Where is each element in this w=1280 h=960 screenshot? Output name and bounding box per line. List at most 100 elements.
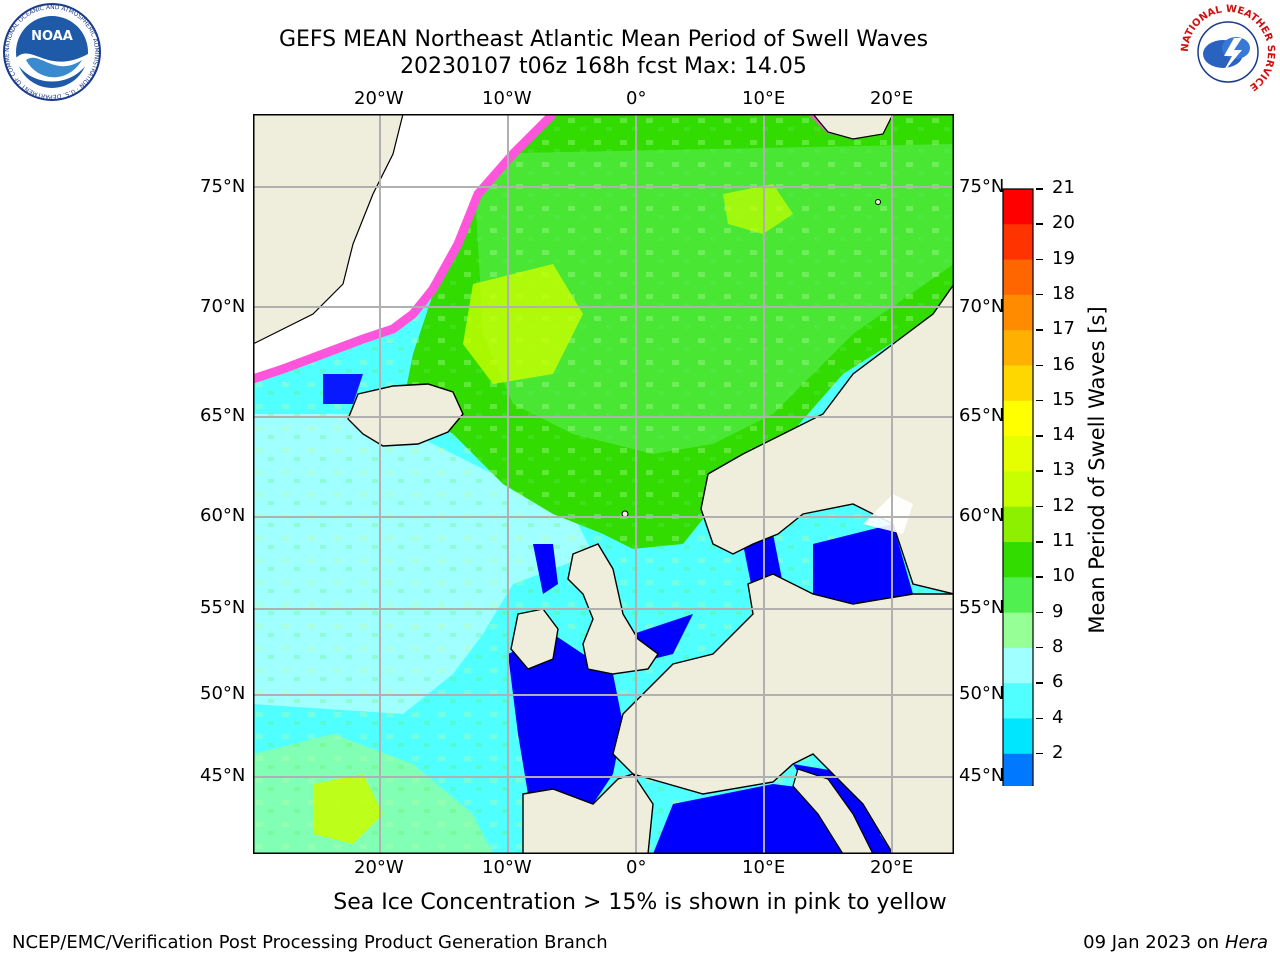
colorbar-tick-mark [1036,470,1043,472]
colorbar-bin [1003,577,1033,614]
credit-text: NCEP/EMC/Verification Post Processing Pr… [12,932,608,953]
colorbar-bin [1003,471,1033,508]
noaa-logo: NATIONAL OCEANIC AND ATMOSPHERIC ADMINIS… [2,2,101,101]
colorbar-tick-label: 4 [1052,706,1064,728]
colorbar-bin [1003,259,1033,296]
greenland-land [253,114,404,345]
iberia-land [522,773,654,854]
colorbar-tick-mark [1036,399,1043,402]
colorbar-tick-mark [1036,717,1043,719]
colorbar-tick-label: 10 [1052,565,1075,587]
colorbar-tick-label: 8 [1052,635,1064,657]
colorbar-bin [1003,436,1033,472]
colorbar-bin [1003,753,1033,786]
colorbar-tick-label: 17 [1052,318,1075,340]
colorbar-tick-mark [1036,576,1043,578]
lat-label-right-55n: 55°N [959,597,1005,618]
colorbar-tick-mark [1036,752,1043,755]
lat-label-left-60n: 60°N [200,505,246,526]
colorbar-tick-mark [1036,188,1043,190]
colorbar-bin [1003,294,1033,331]
italy-land [792,768,874,854]
lon-label-bottom-20w: 20°W [354,857,404,878]
colorbar-bin [1003,189,1033,225]
colorbar-bin [1003,542,1033,578]
lon-label-bottom-20e: 20°E [870,857,914,878]
lat-label-right-45n: 45°N [959,765,1005,786]
lat-label-left-65n: 65°N [200,405,246,426]
nws-logo: NATIONAL WEATHER SERVICE [1180,4,1276,100]
colorbar-label: Mean Period of Swell Waves [s] [1085,306,1109,634]
map-frame [253,114,954,854]
colorbar-tick-label: 9 [1052,600,1064,622]
iceland-land [347,383,464,447]
colorbar-tick-mark [1036,364,1043,366]
colorbar-tick-label: 2 [1052,741,1064,763]
colorbar-tick-label: 11 [1052,530,1075,551]
lat-label-left-70n: 70°N [200,296,246,317]
colorbar-bin [1003,330,1033,366]
colorbar-tick-label: 20 [1052,212,1075,234]
map-panel [253,114,954,854]
lon-label-top-0: 0° [626,88,647,109]
lon-label-top-20e: 20°E [870,88,914,109]
date-text: 09 Jan 2023 on Hera [1083,932,1268,953]
colorbar-tick-label: 18 [1052,282,1075,304]
colorbar-tick-label: 15 [1052,388,1075,410]
ocean-yellow-green-patch [463,264,583,384]
colorbar [1002,188,1034,786]
bay-of-biscay-blue-zone [508,634,623,804]
colorbar-tick-mark [1036,541,1043,543]
svalbard-land [812,114,894,140]
colorbar-bin [1003,400,1033,437]
lon-label-bottom-10e: 10°E [742,857,786,878]
colorbar-tick-label: 13 [1052,459,1075,481]
colorbar-frame [1002,188,1034,786]
lon-label-top-10e: 10°E [742,88,786,109]
colorbar-bin [1003,683,1033,719]
colorbar-tick-label: 12 [1052,494,1075,516]
lon-label-bottom-0: 0° [626,857,647,878]
colorbar-tick-label: 19 [1052,247,1075,269]
lon-label-top-10w: 10°W [482,88,532,109]
colorbar-tick-mark [1036,329,1043,331]
sea-ice-edge [253,114,557,384]
colorbar-tick-label: 16 [1052,353,1075,375]
date-value: 09 Jan 2023 on [1083,932,1220,953]
colorbar-bin [1003,612,1033,649]
colorbar-tick-mark [1036,223,1043,225]
colorbar-bin [1003,224,1033,261]
map-graticule [253,114,954,854]
lat-label-right-50n: 50°N [959,683,1005,704]
noaa-logo-text: NOAA [31,29,73,44]
lat-label-right-70n: 70°N [959,296,1005,317]
lat-label-right-65n: 65°N [959,405,1005,426]
colorbar-tick-mark [1036,435,1043,437]
lat-label-left-75n: 75°N [200,176,246,197]
map-title: GEFS MEAN Northeast Atlantic Mean Period… [278,27,929,52]
lat-label-left-50n: 50°N [200,683,246,704]
host-name: Hera [1224,932,1268,953]
europe-land [612,573,954,854]
lat-label-left-45n: 45°N [200,765,246,786]
baltic-blue-zone [813,524,913,614]
lat-label-right-60n: 60°N [959,505,1005,526]
colorbar-tick-mark [1036,293,1043,296]
colorbar-tick-mark [1036,646,1043,649]
colorbar-tick-label: 6 [1052,671,1064,693]
colorbar-bin [1003,718,1033,755]
colorbar-tick-label: 14 [1052,424,1075,446]
lon-label-top-20w: 20°W [354,88,404,109]
lat-label-left-55n: 55°N [200,597,246,618]
lat-label-right-75n: 75°N [959,176,1005,197]
colorbar-bin [1003,506,1033,543]
colorbar-tick-mark [1036,611,1043,614]
colorbar-bin [1003,365,1033,402]
colorbar-tick-mark [1036,505,1043,508]
colorbar-tick-mark [1036,682,1043,684]
colorbar-tick-mark [1036,258,1043,261]
map-subtitle: 20230107 t06z 168h fcst Max: 14.05 [400,54,807,79]
sea-ice-note: Sea Ice Concentration > 15% is shown in … [333,890,947,915]
lon-label-bottom-10w: 10°W [482,857,532,878]
colorbar-bin [1003,647,1033,684]
